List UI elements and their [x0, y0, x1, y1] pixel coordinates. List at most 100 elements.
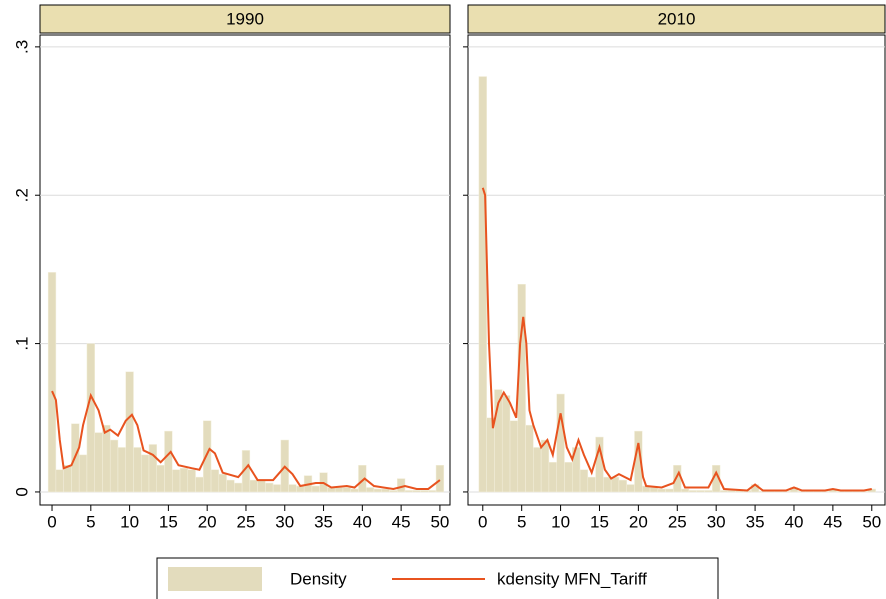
x-tick-label: 20: [629, 512, 648, 531]
bar: [125, 371, 134, 493]
bar: [94, 432, 103, 493]
x-tick-label: 5: [517, 512, 526, 531]
bar: [210, 469, 220, 493]
x-tick-label: 5: [86, 512, 95, 531]
bar: [396, 478, 406, 493]
x-tick-label: 40: [785, 512, 804, 531]
x-tick-label: 25: [668, 512, 687, 531]
bar: [365, 487, 375, 493]
bar: [288, 484, 297, 493]
legend-label: kdensity MFN_Tariff: [497, 569, 647, 588]
bar: [696, 490, 705, 493]
plot-area: [467, 34, 886, 506]
bar: [680, 488, 690, 493]
bar: [618, 479, 627, 493]
bar: [218, 473, 227, 493]
y-tick-label: .1: [12, 336, 31, 350]
bar: [673, 464, 682, 493]
bar: [373, 488, 382, 493]
bar: [548, 462, 557, 493]
bar: [117, 447, 126, 493]
bar: [556, 393, 565, 493]
bar: [657, 488, 666, 493]
density-line: [51, 390, 441, 490]
bar: [156, 464, 165, 493]
bar: [579, 469, 589, 493]
x-tick-label: 0: [47, 512, 56, 531]
panel-header: [39, 4, 451, 34]
x-tick-label: 15: [159, 512, 178, 531]
bar: [540, 439, 550, 493]
bar: [86, 343, 95, 493]
x-tick-label: 10: [551, 512, 570, 531]
bar: [172, 469, 181, 493]
bar: [665, 488, 674, 493]
x-tick-label: 50: [862, 512, 881, 531]
y-tick-label: .3: [12, 40, 31, 54]
x-tick-label: 35: [746, 512, 765, 531]
bar: [486, 417, 495, 493]
x-tick-label: 45: [823, 512, 842, 531]
x-tick-label: 15: [590, 512, 609, 531]
bar: [164, 430, 173, 493]
x-tick-label: 30: [707, 512, 726, 531]
bar: [649, 487, 659, 493]
bar: [234, 482, 243, 493]
bar: [719, 490, 729, 493]
bar: [102, 424, 111, 493]
legend-label: Density: [290, 569, 347, 588]
y-tick-label: .2: [12, 188, 31, 202]
bar: [603, 476, 612, 493]
x-tick-label: 0: [478, 512, 487, 531]
bar: [78, 454, 88, 493]
x-tick-label: 40: [353, 512, 372, 531]
bar: [342, 487, 351, 493]
panel-title: 2010: [658, 9, 696, 28]
bar: [435, 464, 445, 493]
bar: [148, 444, 158, 493]
bar: [226, 479, 235, 493]
bar: [478, 76, 487, 493]
x-tick-label: 50: [430, 512, 449, 531]
bar: [610, 476, 620, 493]
bar: [133, 447, 142, 493]
bar: [564, 462, 573, 493]
bar: [195, 476, 204, 493]
bar: [350, 488, 359, 493]
bar: [509, 420, 519, 493]
bar: [517, 283, 526, 493]
density-line: [481, 187, 872, 492]
x-tick-label: 35: [314, 512, 333, 531]
bar: [179, 467, 189, 493]
bar: [587, 476, 596, 493]
bar: [265, 482, 274, 493]
panel-title: 1990: [226, 9, 264, 28]
legend-swatch: [168, 567, 262, 591]
y-tick-label: 0: [12, 487, 31, 496]
bar: [187, 469, 196, 493]
bar: [688, 490, 697, 493]
bar: [420, 490, 429, 493]
bar: [203, 420, 212, 493]
bar: [412, 490, 421, 493]
bar: [47, 272, 57, 493]
bar: [501, 395, 511, 493]
bar: [272, 484, 282, 493]
panel-header: [467, 4, 886, 34]
bar: [140, 454, 150, 493]
bar: [55, 469, 64, 493]
bar: [704, 490, 713, 493]
bar: [109, 439, 119, 493]
x-tick-label: 20: [198, 512, 217, 531]
bar: [525, 424, 534, 493]
x-tick-label: 25: [237, 512, 256, 531]
bar: [727, 490, 736, 493]
bar: [533, 447, 542, 493]
bar: [334, 487, 344, 493]
x-tick-label: 45: [392, 512, 411, 531]
bar: [63, 464, 72, 493]
bar: [626, 484, 635, 493]
x-tick-label: 30: [275, 512, 294, 531]
bar: [257, 479, 266, 493]
